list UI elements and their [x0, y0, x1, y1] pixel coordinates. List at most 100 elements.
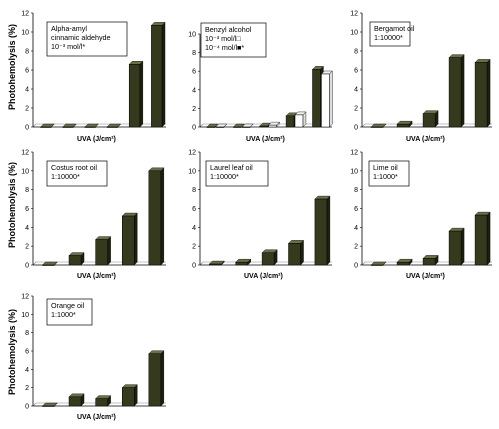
bar-top [41, 402, 58, 407]
bar [40, 126, 52, 128]
legend-text: 1:10000* [210, 172, 239, 181]
bar-side [160, 350, 165, 407]
bar-open [294, 114, 304, 128]
y-tick-label: 2 [25, 244, 29, 251]
y-tick-label: 4 [192, 87, 196, 94]
y-tick-label: 2 [25, 106, 29, 113]
y-tick-label: 10 [188, 32, 196, 39]
bar-side [134, 384, 138, 407]
y-tick-label: 8 [192, 50, 196, 57]
y-tick-label: 12 [21, 150, 29, 157]
legend-text: Bergamot oil [374, 24, 415, 33]
bar [422, 113, 436, 128]
y-tick-label: 8 [192, 187, 196, 194]
axis-depth-line [32, 123, 37, 128]
y-tick-label: 8 [25, 187, 29, 194]
x-axis-label: UVA (J/cm²) [77, 136, 116, 143]
legend-text: Orange oil [51, 301, 85, 310]
legend-text: cinnamic aldehyde [51, 33, 111, 42]
y-tick-label: 2 [354, 106, 358, 113]
bar-side [460, 227, 465, 266]
x-axis-label: UVA (J/cm²) [77, 273, 116, 280]
bar [62, 126, 74, 128]
y-tick-label: 12 [350, 11, 358, 18]
legend-text: Laurel leaf oil [210, 163, 253, 172]
y-tick-label: 6 [354, 206, 358, 213]
bar-top [106, 123, 122, 128]
y-tick-label: 6 [192, 206, 196, 213]
bar [148, 353, 162, 407]
bar [121, 215, 135, 266]
y-tick-label: 10 [21, 312, 29, 319]
y-tick-label: 4 [25, 367, 29, 374]
y-tick-label: 0 [25, 125, 29, 132]
bar [95, 239, 108, 266]
y-tick-label: 6 [354, 68, 358, 75]
bar [42, 405, 55, 407]
y-tick-label: 10 [350, 30, 358, 37]
y-tick-label: 10 [21, 30, 29, 37]
bar-top [370, 261, 387, 266]
bar-side [107, 236, 111, 266]
y-tick-label: 0 [25, 263, 29, 270]
bar-open [215, 126, 224, 128]
bar-open [241, 126, 251, 128]
bar [151, 25, 163, 128]
bar [128, 64, 141, 128]
legend-text: 10⁻⁴ mol/l■* [205, 43, 244, 52]
bar-top [370, 123, 387, 128]
y-tick-label: 4 [354, 87, 358, 94]
y-tick-label: 0 [354, 263, 358, 270]
bar [396, 261, 410, 266]
bar [206, 126, 216, 128]
bar [148, 170, 162, 266]
y-tick-label: 12 [350, 150, 358, 157]
y-tick-label: 12 [21, 294, 29, 301]
axis-depth-line [361, 123, 366, 128]
bar-side [460, 54, 465, 128]
y-tick-label: 0 [192, 263, 196, 270]
legend-box [200, 22, 267, 58]
bar-side [326, 195, 331, 266]
legend-box [46, 160, 108, 187]
bar-open [268, 124, 277, 128]
axis-depth-line [361, 261, 366, 266]
y-tick-label: 6 [25, 68, 29, 75]
bar [288, 243, 301, 266]
bar [474, 62, 488, 128]
y-axis-label-row3: Photohemolysis (%) [7, 309, 17, 396]
legend-text: 1:10000* [51, 172, 80, 181]
y-tick-label: 8 [354, 49, 358, 56]
bar [370, 126, 384, 128]
bar [259, 125, 268, 128]
y-axis-label-row1: Photohemolysis (%) [7, 24, 17, 111]
y-tick-label: 4 [25, 225, 29, 232]
bar-top [62, 123, 77, 128]
bar-open [321, 73, 330, 128]
x-axis-label: UVA (J/cm²) [77, 414, 116, 421]
legend-text: 10⁻³ mol/l* [51, 42, 85, 51]
bar [68, 396, 82, 407]
y-tick-label: 4 [25, 87, 29, 94]
y-tick-label: 12 [188, 150, 196, 157]
bar [84, 126, 96, 128]
legend-text: Lime oil [373, 163, 398, 172]
y-tick-label: 2 [192, 106, 196, 113]
legend-text: Benzyl alcohol [205, 25, 252, 34]
bar-top [84, 123, 99, 128]
bar [314, 198, 328, 266]
y-tick-label: 0 [25, 404, 29, 411]
legend-text: 1:10000* [374, 33, 403, 42]
bar [106, 126, 118, 128]
y-tick-label: 4 [192, 225, 196, 232]
bar-side [134, 212, 138, 266]
legend-box [369, 21, 411, 47]
y-tick-label: 12 [21, 11, 29, 18]
y-tick-label: 4 [354, 225, 358, 232]
y-tick-label: 6 [25, 206, 29, 213]
bar [68, 255, 82, 266]
x-axis-label: UVA (J/cm²) [406, 136, 445, 143]
bar [474, 214, 488, 266]
bar [233, 126, 242, 128]
